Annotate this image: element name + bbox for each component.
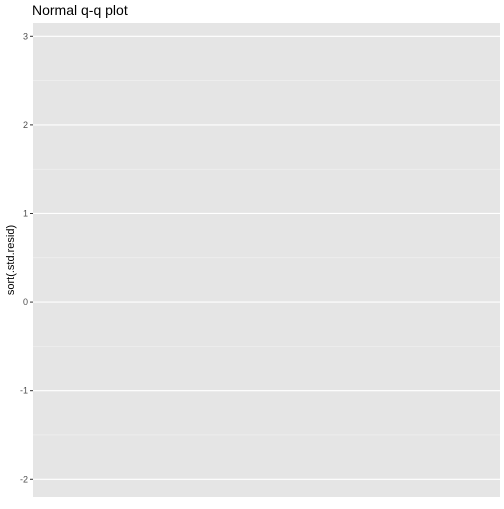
y-axis-tick-labels: 3 2 1 0 -1 -2 bbox=[20, 31, 28, 484]
plot-panel bbox=[33, 23, 500, 497]
y-axis-label: sort(.std.resid) bbox=[5, 225, 17, 295]
y-tick-label: 3 bbox=[23, 31, 28, 41]
chart-title: Normal q-q plot bbox=[32, 2, 128, 18]
y-tick-label: -1 bbox=[20, 386, 28, 396]
y-tick-label: 1 bbox=[23, 208, 28, 218]
y-tick-label: 0 bbox=[23, 297, 28, 307]
y-tick-label: -2 bbox=[20, 474, 28, 484]
major-grid bbox=[33, 35, 500, 480]
y-tick-label: 2 bbox=[23, 120, 28, 130]
y-axis-ticks bbox=[30, 35, 33, 480]
minor-grid bbox=[33, 80, 500, 436]
